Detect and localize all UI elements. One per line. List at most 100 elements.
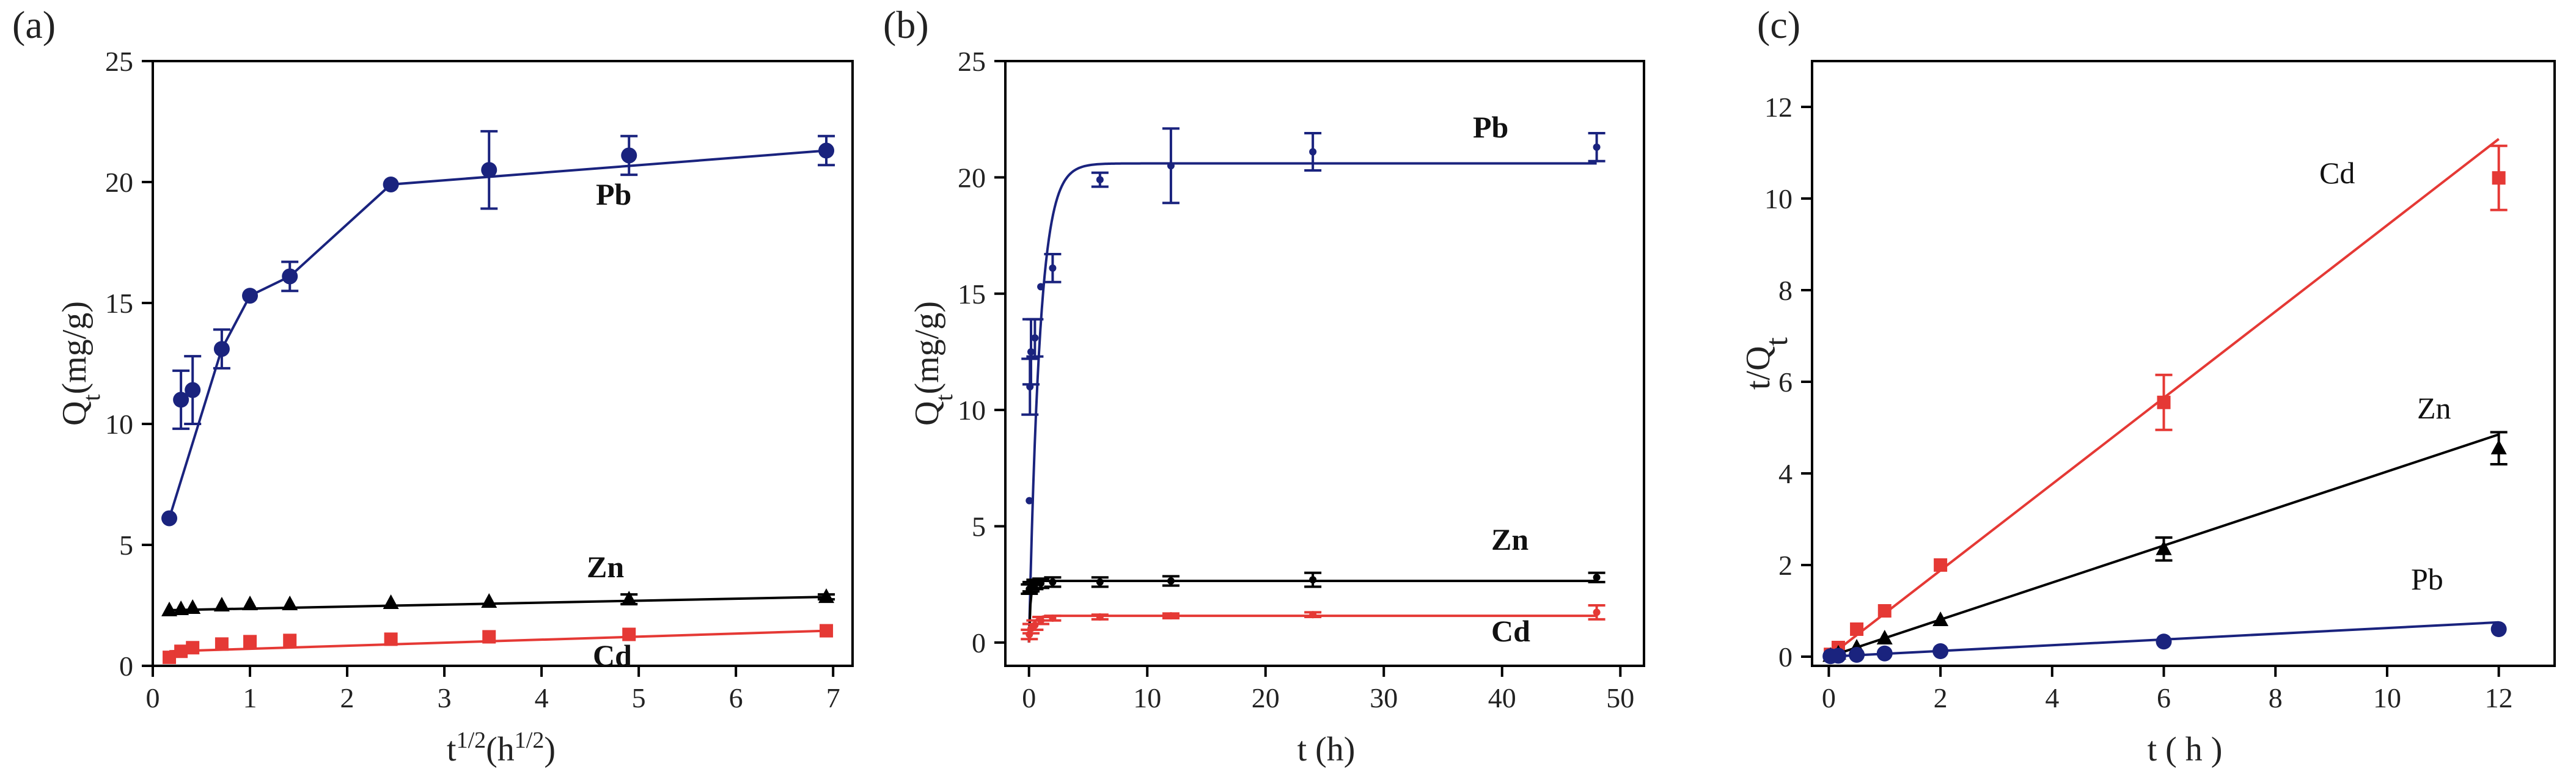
y-tick-label: 4 (1778, 458, 1793, 489)
data-point (818, 142, 835, 159)
y-tick-label: 2 (1778, 550, 1793, 581)
data-point (1037, 579, 1045, 587)
data-point (2492, 171, 2506, 185)
data-point (1037, 616, 1045, 624)
data-point (1027, 348, 1035, 356)
data-point (481, 162, 497, 178)
x-axis-title: t (h) (1297, 731, 1356, 768)
data-point (161, 510, 178, 527)
data-point (621, 147, 637, 164)
data-point (1096, 176, 1104, 184)
panel-label: (b) (883, 3, 929, 46)
y-tick-label: 10 (958, 395, 986, 426)
y-tick-label: 10 (105, 409, 133, 440)
data-point (185, 382, 201, 398)
data-point (1096, 613, 1104, 621)
x-tick-label: 10 (1133, 682, 1161, 713)
data-point (173, 392, 189, 408)
data-point (1850, 622, 1864, 636)
y-tick-label: 15 (958, 279, 986, 310)
series-label-pb: Pb (596, 177, 631, 211)
data-point (1309, 611, 1317, 619)
y-tick-label: 6 (1778, 367, 1793, 398)
series-label-cd: Cd (2319, 156, 2355, 190)
data-point (1026, 497, 1033, 505)
data-point (163, 651, 177, 665)
y-tick-label: 5 (972, 511, 986, 542)
series-label-cd: Cd (593, 638, 632, 673)
x-axis-title-base: t (447, 731, 457, 768)
data-point (1031, 334, 1039, 342)
x-axis-title: t1/2(h1/2) (447, 728, 556, 768)
y-axis-title-sub: t (930, 394, 958, 401)
data-point (1167, 162, 1175, 170)
data-point (1932, 643, 1949, 659)
x-tick-label: 30 (1370, 682, 1398, 713)
data-point (1932, 611, 1949, 626)
y-axis-title: Qt(mg/g) (908, 301, 958, 426)
chart-panel-2: (c) 0 2 4 6 8 10 12 0 2 4 6 8 10 12 t/Qt t ( h ) Cd Zn Pb (1739, 3, 2556, 768)
series-zn: Zn (1021, 522, 1605, 643)
data-point (820, 624, 834, 638)
x-tick-label: 40 (1488, 682, 1516, 713)
x-axis-title: t ( h ) (2148, 731, 2223, 768)
data-point (384, 632, 398, 646)
y-tick-label: 25 (958, 46, 986, 77)
data-point (213, 341, 230, 357)
y-axis-title-rest: (mg/g) (908, 301, 946, 394)
y-tick-label: 20 (958, 162, 986, 193)
data-point (186, 641, 200, 655)
data-point (213, 597, 230, 611)
x-tick-label: 0 (1022, 682, 1036, 713)
data-point (1830, 648, 1846, 664)
data-point (1877, 604, 1892, 618)
x-tick-label: 20 (1252, 682, 1280, 713)
y-tick-label: 20 (105, 167, 133, 198)
y-tick-label: 0 (972, 627, 986, 658)
series-pb: Pb (1021, 110, 1605, 643)
data-point (1031, 580, 1039, 588)
y-tick-label: 25 (105, 46, 133, 77)
y-tick-label: 12 (1764, 92, 1793, 123)
x-tick-label: 4 (2045, 682, 2059, 713)
x-tick-label: 7 (826, 682, 840, 713)
x-tick-label: 3 (438, 682, 452, 713)
y-axis-title-sub: t (78, 394, 105, 401)
data-point (1876, 645, 1893, 662)
y-axis-title-rest: (mg/g) (56, 301, 94, 394)
data-point (1593, 143, 1601, 151)
data-point (383, 176, 399, 192)
x-axis-title-close: ) (544, 731, 556, 768)
data-point (2490, 621, 2507, 637)
x-tick-label: 2 (340, 682, 354, 713)
y-tick-label: 10 (1764, 183, 1793, 214)
series-label-zn: Zn (1491, 522, 1528, 556)
y-tick-label: 15 (105, 288, 133, 319)
y-tick-label: 5 (119, 530, 133, 561)
series-zn: Zn (161, 550, 835, 616)
x-tick-label: 8 (2269, 682, 2283, 713)
x-tick-label: 6 (729, 682, 743, 713)
data-point (242, 596, 259, 611)
x-tick-label: 12 (2485, 682, 2513, 713)
data-point (1593, 574, 1601, 582)
series-label-cd: Cd (1491, 614, 1530, 648)
data-point (243, 635, 257, 649)
x-tick-label: 10 (2373, 682, 2401, 713)
data-point (482, 630, 496, 644)
data-point (1309, 576, 1317, 584)
data-point (1049, 264, 1057, 272)
y-tick-label: 0 (1778, 641, 1793, 673)
plot-frame (152, 60, 854, 667)
x-axis-title-sup: 1/2 (457, 728, 486, 753)
y-axis-title: t/Qt (1739, 337, 1794, 390)
series-label-pb: Pb (1473, 110, 1508, 144)
data-point (1876, 630, 1893, 644)
series-line-zn (169, 596, 827, 611)
data-point (174, 644, 188, 658)
data-point (1037, 283, 1045, 291)
x-tick-label: 6 (2157, 682, 2171, 713)
data-point (185, 599, 201, 614)
data-point (1167, 577, 1175, 585)
